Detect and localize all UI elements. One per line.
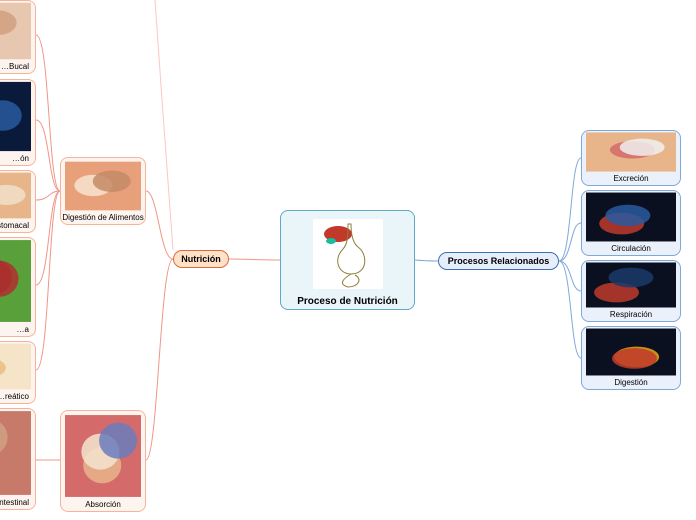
node-label: Absorción <box>85 500 121 509</box>
node-label: …ntestinal <box>0 498 31 507</box>
node-label: …a <box>17 325 31 334</box>
node-label: Digestión <box>614 378 647 387</box>
left-partial-node[interactable]: …reático <box>0 341 36 404</box>
node-image <box>0 410 31 496</box>
right-hub-procesos[interactable]: Procesos Relacionados <box>438 252 559 270</box>
node-label: …Bucal <box>1 62 31 71</box>
node-image <box>586 192 676 242</box>
node-label: Respiración <box>610 310 652 319</box>
left-partial-node[interactable]: …a <box>0 237 36 337</box>
node-label: Excreción <box>613 174 648 183</box>
node-image <box>586 328 676 376</box>
left-partial-node[interactable]: …stomacal <box>0 170 36 233</box>
left-child-node[interactable]: Absorción <box>60 410 146 512</box>
left-hub-nutricion[interactable]: Nutrición <box>173 250 229 268</box>
node-image <box>586 262 676 308</box>
node-image <box>0 2 31 60</box>
left-partial-node[interactable]: …ntestinal <box>0 408 36 510</box>
right-child-node[interactable]: Respiración <box>581 260 681 322</box>
node-label: Circulación <box>611 244 651 253</box>
node-image <box>65 160 141 211</box>
node-image <box>586 132 676 172</box>
node-image <box>0 81 31 152</box>
node-image <box>65 413 141 498</box>
node-image <box>0 172 31 219</box>
right-hub-label: Procesos Relacionados <box>448 256 550 266</box>
center-image <box>285 213 410 294</box>
node-label: Digestión de Alimentos <box>62 213 143 222</box>
node-image <box>0 239 31 323</box>
node-label: …ón <box>12 154 31 163</box>
center-node[interactable]: Proceso de Nutrición <box>280 210 415 310</box>
right-child-node[interactable]: Excreción <box>581 130 681 186</box>
left-child-node[interactable]: Digestión de Alimentos <box>60 157 146 225</box>
left-hub-label: Nutrición <box>181 254 221 264</box>
node-label: …reático <box>0 392 31 401</box>
right-child-node[interactable]: Circulación <box>581 190 681 256</box>
node-image <box>0 343 31 390</box>
center-label: Proceso de Nutrición <box>297 296 398 307</box>
left-partial-node[interactable]: …ón <box>0 79 36 166</box>
left-partial-node[interactable]: …Bucal <box>0 0 36 74</box>
right-child-node[interactable]: Digestión <box>581 326 681 390</box>
node-label: …stomacal <box>0 221 31 230</box>
